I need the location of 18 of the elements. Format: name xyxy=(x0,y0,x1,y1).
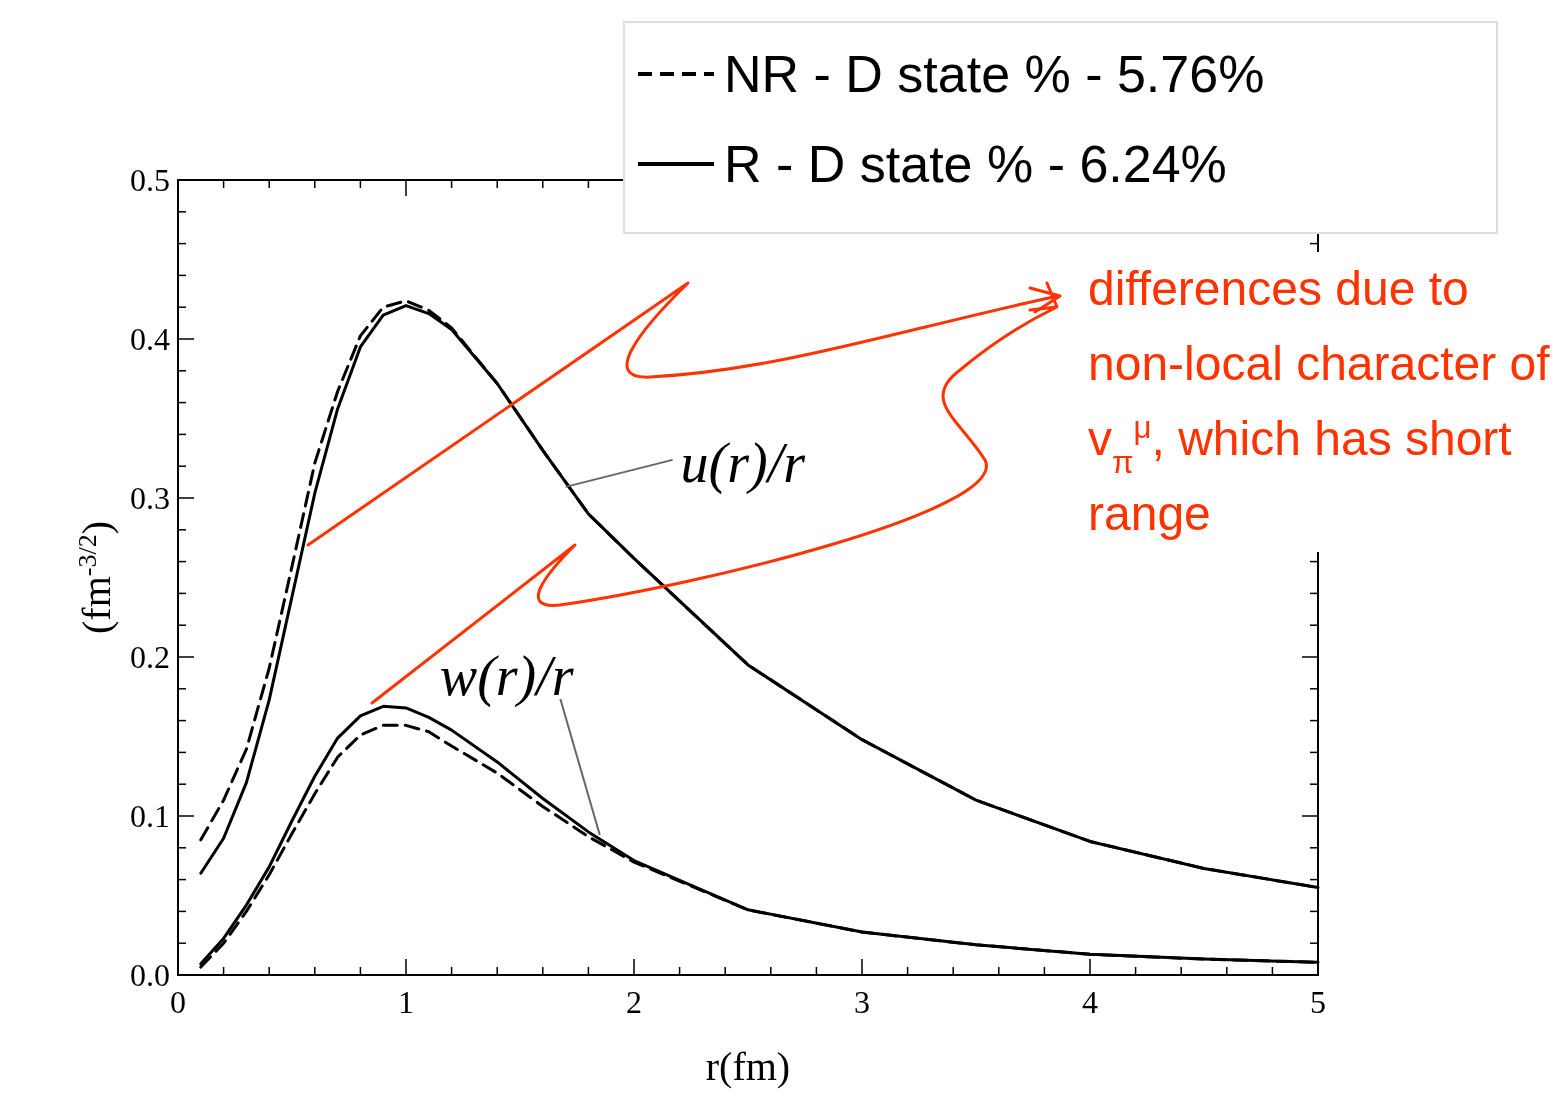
legend-label: NR - D state % - 5.76% xyxy=(724,45,1265,103)
x-tick-label: 0 xyxy=(170,984,186,1020)
legend-label: R - D state % - 6.24% xyxy=(724,135,1227,193)
annotation: u(r)/r xyxy=(680,431,806,495)
y-tick-label: 0.5 xyxy=(130,162,170,198)
annotation: differences due to non-local character of v$_{π}$$^{μ}$, which has short range xyxy=(1088,262,1551,540)
y-tick-label: 0.3 xyxy=(130,480,170,516)
y-tick-label: 0.0 xyxy=(130,957,170,993)
x-tick-label: 3 xyxy=(854,984,870,1020)
annotation: w(r)/r xyxy=(439,645,574,709)
x-axis-title: r(fm) xyxy=(705,1044,791,1089)
y-tick-label: 0.4 xyxy=(130,321,170,357)
x-tick-label: 2 xyxy=(626,984,642,1020)
x-tick-label: 4 xyxy=(1082,984,1098,1020)
x-tick-label: 1 xyxy=(398,984,414,1020)
y-tick-label: 0.2 xyxy=(130,639,170,675)
x-tick-label: 5 xyxy=(1310,984,1326,1020)
y-tick-label: 0.1 xyxy=(130,798,170,834)
